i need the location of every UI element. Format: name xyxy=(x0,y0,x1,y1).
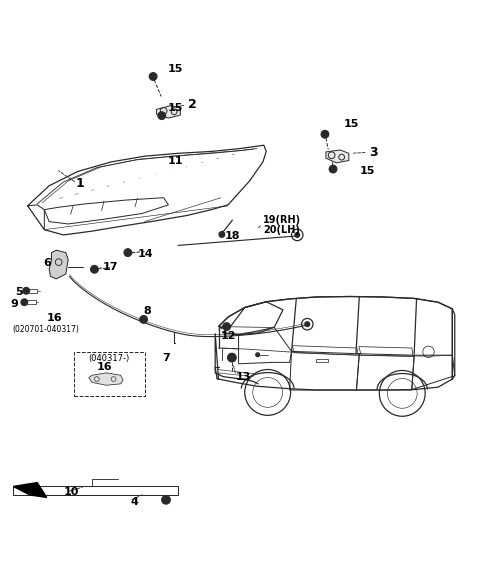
Text: 12: 12 xyxy=(221,331,237,341)
Text: 4: 4 xyxy=(130,497,138,507)
Polygon shape xyxy=(89,373,123,386)
Polygon shape xyxy=(49,250,68,279)
Text: 19(RH): 19(RH) xyxy=(263,215,301,225)
Text: 8: 8 xyxy=(144,306,151,316)
Text: 15: 15 xyxy=(168,104,183,113)
Text: 9: 9 xyxy=(10,299,18,309)
Circle shape xyxy=(23,288,30,294)
Text: 20(LH): 20(LH) xyxy=(263,225,300,235)
Text: 16: 16 xyxy=(47,313,62,323)
Text: 15: 15 xyxy=(168,64,183,74)
Circle shape xyxy=(91,265,98,273)
Bar xyxy=(28,289,37,293)
Circle shape xyxy=(295,233,300,237)
Circle shape xyxy=(21,299,28,305)
Text: 14: 14 xyxy=(137,249,153,259)
Circle shape xyxy=(162,495,170,504)
Polygon shape xyxy=(156,106,180,118)
Circle shape xyxy=(149,73,157,80)
Text: 11: 11 xyxy=(168,156,183,166)
Polygon shape xyxy=(326,150,349,163)
Circle shape xyxy=(219,232,225,237)
Text: 1: 1 xyxy=(75,177,84,190)
Polygon shape xyxy=(13,486,178,495)
Text: 15: 15 xyxy=(360,166,375,177)
Text: 17: 17 xyxy=(103,262,119,272)
Text: (040317-): (040317-) xyxy=(89,354,130,363)
Circle shape xyxy=(124,249,132,256)
Text: 6: 6 xyxy=(43,258,51,268)
Circle shape xyxy=(228,353,236,362)
Circle shape xyxy=(140,316,147,323)
Circle shape xyxy=(223,323,230,331)
Text: 7: 7 xyxy=(163,352,170,363)
Circle shape xyxy=(256,353,260,356)
Text: 13: 13 xyxy=(235,372,251,382)
Text: 18: 18 xyxy=(225,231,240,241)
Text: 10: 10 xyxy=(63,487,79,497)
Circle shape xyxy=(305,322,310,327)
Text: 2: 2 xyxy=(188,98,196,111)
Text: 5: 5 xyxy=(15,287,23,297)
Text: 16: 16 xyxy=(97,362,112,372)
Text: 15: 15 xyxy=(344,119,360,129)
Bar xyxy=(26,300,36,304)
Polygon shape xyxy=(13,483,47,498)
Text: 3: 3 xyxy=(369,146,377,159)
FancyBboxPatch shape xyxy=(74,352,145,396)
Circle shape xyxy=(321,130,329,138)
Circle shape xyxy=(158,112,166,120)
Bar xyxy=(316,359,328,362)
Text: (020701-040317): (020701-040317) xyxy=(12,325,79,335)
Circle shape xyxy=(329,165,337,173)
